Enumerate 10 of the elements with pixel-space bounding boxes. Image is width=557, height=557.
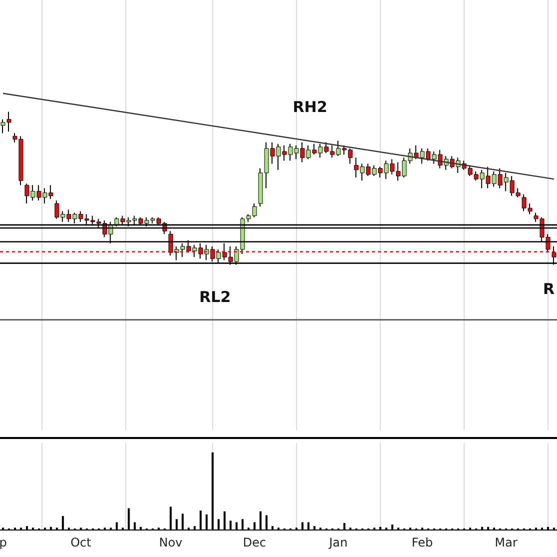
text: RL2 bbox=[199, 288, 231, 306]
x-tick-label: Dec bbox=[242, 536, 266, 550]
x-tick-label: Mar bbox=[494, 536, 518, 550]
x-tick-label: p bbox=[0, 536, 7, 550]
x-tick-label: Nov bbox=[158, 536, 182, 550]
x-tick-label: Jan bbox=[328, 536, 348, 550]
annotation: RH2 bbox=[292, 98, 328, 116]
x-tick-label: Feb bbox=[412, 536, 433, 550]
text: R bbox=[543, 280, 555, 298]
x-tick-label: Oct bbox=[70, 536, 92, 550]
